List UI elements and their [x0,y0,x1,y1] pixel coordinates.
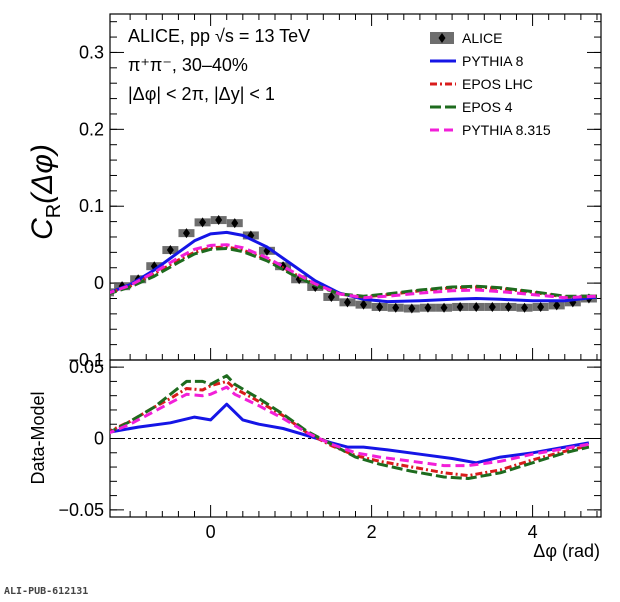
legend-label: EPOS LHC [462,76,533,92]
y-tick-label: 0.2 [79,119,104,139]
alice-point [408,303,416,314]
bottom-ratio-curves [110,374,590,480]
y-tick-label: 0.1 [79,196,104,216]
publication-id: ALI-PUB-612131 [4,586,89,597]
ratio-curve-pythia-8 [110,402,590,465]
legend-label-alice: ALICE [462,30,502,46]
legend-label: EPOS 4 [462,99,513,115]
y-tick-label: 0 [94,273,104,293]
top-curve-epos-4 [110,247,597,298]
y-tick-label: 0.05 [69,357,104,377]
alice-point [456,301,464,312]
y-tick-label: 0.3 [79,42,104,62]
alice-point [424,302,432,313]
alice-point [376,301,384,312]
alice-point [360,299,368,310]
bottom-axis-ticks: −0.05 0 0.05 0 2 4 [58,357,601,542]
annotation-cuts: |Δφ| < 2π, |Δy| < 1 [128,84,275,104]
x-tick-label: 4 [528,522,538,542]
legend: ALICE PYTHIA 8 EPOS LHC EPOS 4 PYTHIA 8.315 [430,30,551,138]
alice-point [472,301,480,312]
alice-point [504,301,512,312]
alice-point [488,301,496,312]
x-axis-title: Δφ (rad) [533,541,600,561]
top-model-curves [110,230,598,304]
top-axis-ticks: −0.1 0 0.1 0.2 0.3 [68,14,601,517]
bottom-y-axis-title: Data-Model [28,391,48,484]
alice-point [199,217,207,228]
x-tick-label: 2 [367,522,377,542]
y-tick-label: 0 [94,429,104,449]
alice-point [182,228,190,239]
alice-point [215,215,223,226]
alice-point [553,300,561,311]
y-tick-label: −0.05 [58,500,104,520]
top-curve-pythia-8-315 [110,243,598,300]
y-tick-label: −0.1 [68,350,104,370]
alice-point [440,302,448,313]
top-y-axis-title: CR(Δφ) [26,144,65,240]
legend-label: PYTHIA 8 [462,53,524,69]
annotation-collision: ALICE, pp √s = 13 TeV [128,26,310,46]
legend-label: PYTHIA 8.315 [462,122,551,138]
alice-point [537,301,545,312]
top-curve-pythia-8 [110,230,598,304]
x-tick-label: 0 [206,522,216,542]
alice-point [392,302,400,313]
alice-point [521,302,529,313]
alice-data-layer [110,215,597,314]
alice-point [166,245,174,256]
ratio-curve-epos-lhc [110,379,590,478]
legend-marker-alice [438,33,446,43]
annotation-particles: π⁺π⁻, 30–40% [128,55,248,75]
alice-point [327,291,335,302]
alice-point [231,218,239,229]
ratio-curve-epos-4 [110,374,590,480]
alice-point [343,297,351,308]
ratio-curve-pythia-8-315 [110,385,590,468]
